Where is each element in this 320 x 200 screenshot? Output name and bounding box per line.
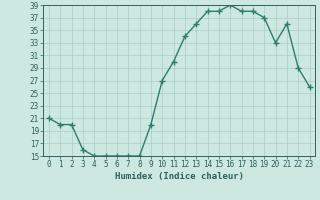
X-axis label: Humidex (Indice chaleur): Humidex (Indice chaleur): [115, 172, 244, 181]
